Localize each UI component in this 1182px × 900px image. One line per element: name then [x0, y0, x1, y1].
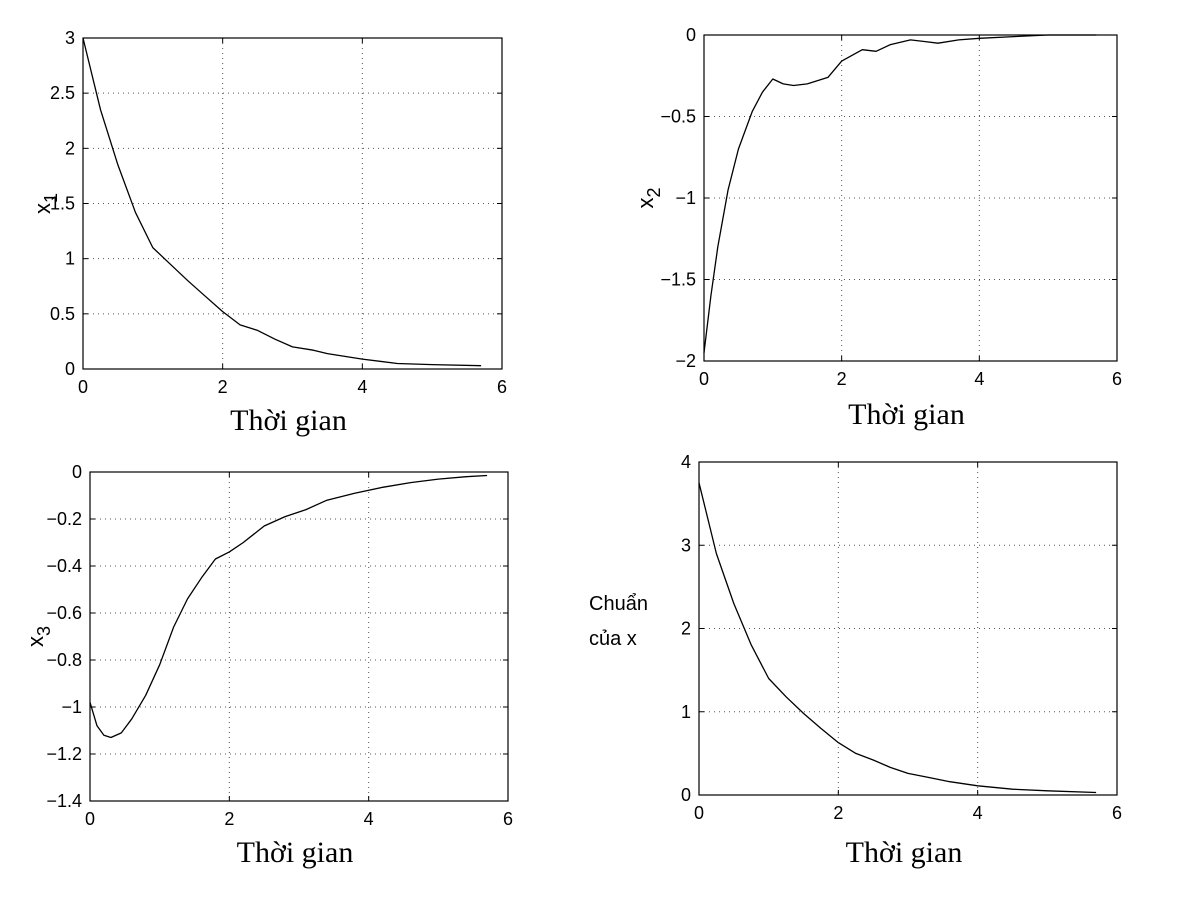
x-axis-label: Thời gian [848, 398, 965, 431]
y-tick-label: −2 [675, 351, 696, 371]
y-tick-label: −1 [675, 188, 696, 208]
y-axis-label: Chuẩn [589, 593, 648, 615]
x-tick-label: 4 [364, 809, 374, 829]
x-tick-label: 2 [224, 809, 234, 829]
x-tick-label: 0 [78, 377, 88, 397]
y-tick-label: 1 [65, 249, 75, 269]
series-line [89, 474, 488, 739]
x-tick-label: 0 [85, 809, 95, 829]
x-axis-label: Thời gian [846, 836, 963, 869]
y-tick-label: 2 [681, 619, 691, 639]
x-tick-label: 4 [973, 803, 983, 823]
y-tick-label: 3 [65, 28, 75, 48]
x-tick-label: 0 [699, 369, 709, 389]
x-axis-label: Thời gian [237, 836, 354, 869]
y-tick-label: −0.5 [660, 107, 696, 127]
y-tick-label: −0.6 [46, 603, 82, 623]
axes-frame [82, 37, 503, 370]
y-tick-label: 2.5 [50, 83, 75, 103]
x-tick-label: 6 [497, 377, 507, 397]
y-axis-label: x1 [30, 193, 61, 214]
subplot-1: 0 2 4 6 0 0.5 1 1.5 2 2.5 3 Thời gian x1 [30, 28, 507, 437]
y-tick-label: −0.4 [46, 556, 82, 576]
y-axis-label: x2 [633, 187, 664, 208]
series-line [703, 34, 1097, 353]
axes-frame [698, 461, 1118, 796]
x-tick-label: 6 [1112, 803, 1122, 823]
y-tick-label: 2 [65, 138, 75, 158]
y-tick-label: 0 [65, 359, 75, 379]
subplot-3: 0 2 4 6 −1.4 −1.2 −1 −0.8 −0.6 −0.4 −0.2 0 Thời gian… [23, 462, 513, 869]
series-line [698, 482, 1097, 794]
y-tick-label: −1.5 [660, 270, 696, 290]
y-tick-label: 0 [72, 462, 82, 482]
y-tick-label: −1.4 [46, 791, 82, 811]
x-axis-label: Thời gian [230, 404, 347, 437]
x-tick-label: 0 [694, 803, 704, 823]
series-line [82, 37, 482, 367]
y-tick-label: −1.2 [46, 744, 82, 764]
y-tick-label: 0 [681, 785, 691, 805]
y-tick-label: 1 [681, 702, 691, 722]
x-tick-label: 6 [1112, 369, 1122, 389]
x-tick-label: 6 [503, 809, 513, 829]
y-tick-label: −0.2 [46, 509, 82, 529]
x-tick-label: 4 [974, 369, 984, 389]
axes-frame [703, 34, 1118, 362]
y-tick-label: −1 [61, 697, 82, 717]
subplot-2: 0 2 4 6 −2 −1.5 −1 −0.5 0 Thời gian x2 [633, 25, 1122, 431]
y-axis-label: x3 [23, 626, 54, 647]
y-tick-label: 0 [686, 25, 696, 45]
y-axis-label-line2: của x [589, 628, 637, 650]
x-tick-label: 2 [833, 803, 843, 823]
y-tick-label: 3 [681, 535, 691, 555]
axes-frame [89, 471, 509, 802]
y-tick-label: 4 [681, 452, 691, 472]
subplot-4: 0 2 4 6 0 1 2 3 4 Thời gian Chuẩn của x [589, 452, 1122, 869]
y-tick-label: 1.5 [50, 194, 75, 214]
x-tick-label: 2 [837, 369, 847, 389]
x-tick-label: 4 [357, 377, 367, 397]
x-tick-label: 2 [218, 377, 228, 397]
y-tick-label: 0.5 [50, 304, 75, 324]
y-tick-label: −0.8 [46, 650, 82, 670]
